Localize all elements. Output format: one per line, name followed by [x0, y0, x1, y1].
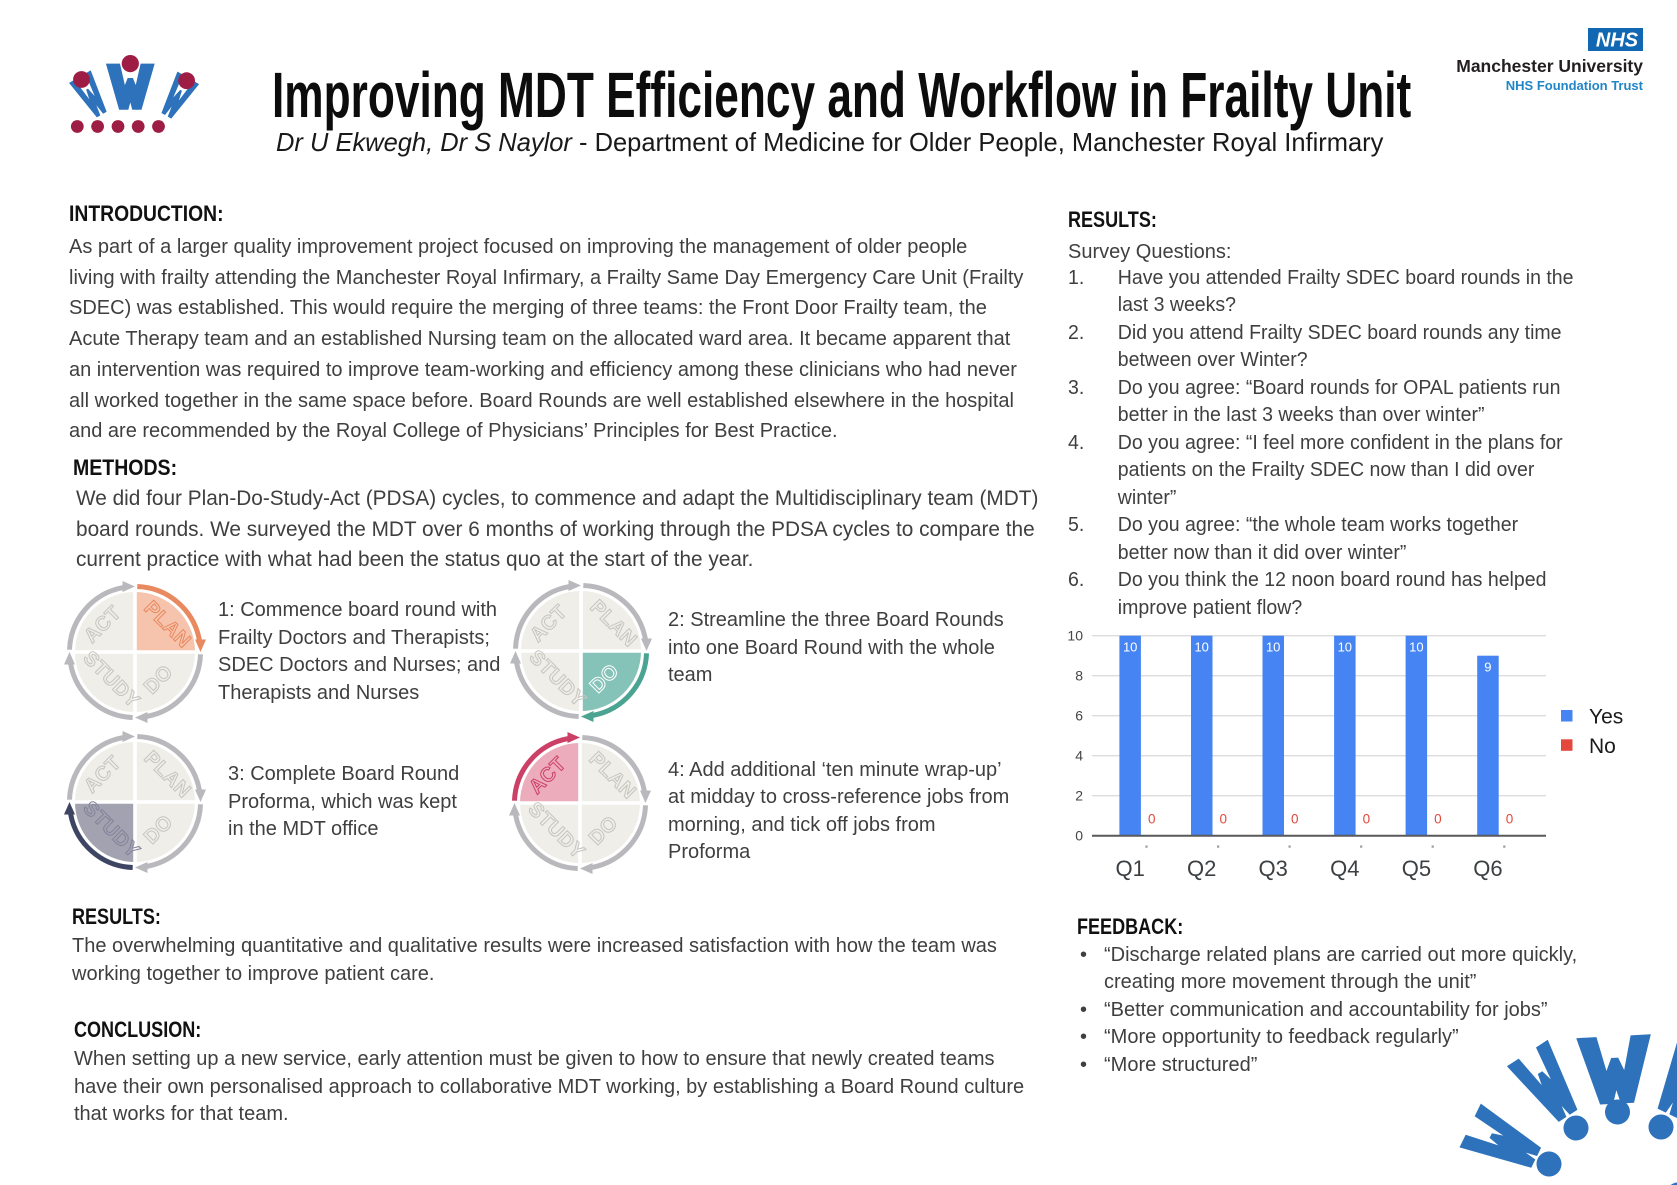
svg-text:Q3: Q3: [1259, 856, 1288, 881]
svg-text:Q5: Q5: [1402, 856, 1431, 881]
svg-text:10: 10: [1338, 640, 1352, 655]
svg-text:0: 0: [1506, 812, 1514, 827]
svg-text:NHS: NHS: [1596, 30, 1639, 52]
svg-text:Q4: Q4: [1330, 856, 1359, 881]
svg-text:0: 0: [1291, 812, 1299, 827]
svg-text:0: 0: [1363, 812, 1371, 827]
svg-text:Q1: Q1: [1116, 856, 1145, 881]
svg-text:0: 0: [1075, 828, 1083, 844]
svg-text:10: 10: [1266, 640, 1280, 655]
svg-text:Yes: Yes: [1589, 706, 1623, 729]
svg-text:9: 9: [1484, 660, 1491, 675]
svg-text:10: 10: [1409, 640, 1423, 655]
svg-text:Q2: Q2: [1187, 856, 1216, 881]
svg-text:6: 6: [1075, 708, 1083, 724]
svg-text:10: 10: [1194, 640, 1208, 655]
svg-text:8: 8: [1075, 668, 1083, 684]
svg-text:2: 2: [1075, 788, 1083, 804]
svg-text:10: 10: [1123, 640, 1137, 655]
svg-text:No: No: [1589, 735, 1616, 758]
svg-text:10: 10: [1067, 628, 1083, 644]
svg-text:0: 0: [1148, 812, 1156, 827]
svg-text:0: 0: [1219, 812, 1227, 827]
svg-text:0: 0: [1434, 812, 1442, 827]
svg-text:Q6: Q6: [1473, 856, 1502, 881]
svg-text:4: 4: [1075, 748, 1083, 764]
